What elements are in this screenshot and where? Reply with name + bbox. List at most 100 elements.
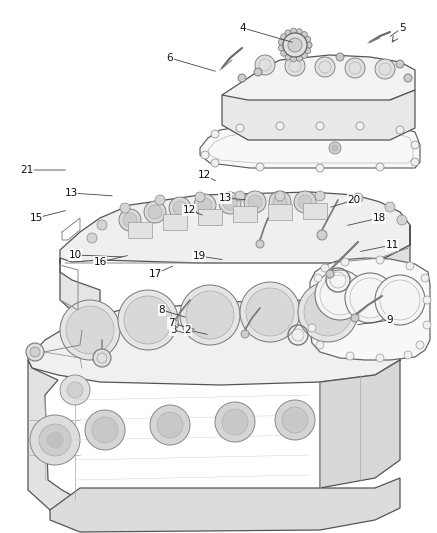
Circle shape bbox=[317, 230, 327, 240]
Circle shape bbox=[275, 191, 285, 201]
Polygon shape bbox=[310, 258, 430, 360]
Circle shape bbox=[256, 240, 264, 248]
Circle shape bbox=[256, 163, 264, 171]
Circle shape bbox=[246, 288, 294, 336]
Circle shape bbox=[423, 296, 431, 304]
Circle shape bbox=[171, 320, 179, 328]
Text: 16: 16 bbox=[94, 257, 107, 267]
Circle shape bbox=[194, 194, 216, 216]
Bar bbox=[198, 209, 222, 225]
Circle shape bbox=[255, 55, 275, 75]
Circle shape bbox=[150, 405, 190, 445]
Circle shape bbox=[278, 39, 284, 45]
Circle shape bbox=[60, 375, 90, 405]
Circle shape bbox=[269, 191, 291, 213]
Circle shape bbox=[157, 412, 183, 438]
Circle shape bbox=[223, 196, 237, 210]
Polygon shape bbox=[60, 258, 100, 325]
Circle shape bbox=[240, 282, 300, 342]
Text: 4: 4 bbox=[239, 23, 246, 33]
Circle shape bbox=[124, 296, 172, 344]
Circle shape bbox=[411, 158, 419, 166]
Circle shape bbox=[306, 42, 312, 48]
Circle shape bbox=[30, 347, 40, 357]
Circle shape bbox=[285, 56, 305, 76]
Circle shape bbox=[341, 258, 349, 266]
Circle shape bbox=[285, 54, 291, 60]
Bar bbox=[268, 204, 292, 220]
Circle shape bbox=[169, 197, 191, 219]
Circle shape bbox=[254, 68, 262, 76]
Circle shape bbox=[315, 191, 325, 201]
Circle shape bbox=[406, 262, 414, 270]
Circle shape bbox=[67, 382, 83, 398]
Circle shape bbox=[60, 300, 120, 360]
Circle shape bbox=[283, 33, 307, 57]
Text: 17: 17 bbox=[149, 269, 162, 279]
Circle shape bbox=[155, 195, 165, 205]
Circle shape bbox=[195, 192, 205, 202]
Circle shape bbox=[376, 163, 384, 171]
Circle shape bbox=[336, 53, 344, 61]
Polygon shape bbox=[60, 192, 410, 263]
Circle shape bbox=[215, 402, 255, 442]
Circle shape bbox=[282, 407, 308, 433]
Circle shape bbox=[39, 424, 71, 456]
Circle shape bbox=[332, 145, 338, 151]
Circle shape bbox=[396, 126, 404, 134]
Circle shape bbox=[326, 270, 334, 278]
Circle shape bbox=[120, 203, 130, 213]
Circle shape bbox=[26, 343, 44, 361]
Circle shape bbox=[281, 50, 287, 56]
Circle shape bbox=[294, 191, 316, 213]
Circle shape bbox=[404, 74, 412, 82]
Circle shape bbox=[298, 195, 312, 209]
Circle shape bbox=[288, 38, 302, 52]
Circle shape bbox=[375, 275, 425, 325]
Circle shape bbox=[275, 400, 315, 440]
Circle shape bbox=[219, 192, 241, 214]
Bar bbox=[128, 222, 152, 238]
Text: 8: 8 bbox=[159, 305, 165, 315]
Circle shape bbox=[92, 417, 118, 443]
Circle shape bbox=[423, 321, 431, 329]
Polygon shape bbox=[200, 126, 420, 168]
Circle shape bbox=[306, 42, 312, 48]
Circle shape bbox=[314, 274, 322, 282]
Bar bbox=[233, 206, 257, 222]
Text: 6: 6 bbox=[166, 53, 173, 63]
Circle shape bbox=[329, 142, 341, 154]
Circle shape bbox=[119, 209, 141, 231]
Polygon shape bbox=[222, 55, 415, 110]
Circle shape bbox=[273, 195, 287, 209]
Circle shape bbox=[376, 256, 384, 264]
Circle shape bbox=[302, 52, 307, 59]
Circle shape bbox=[316, 164, 324, 172]
Polygon shape bbox=[28, 360, 80, 520]
Circle shape bbox=[148, 205, 162, 219]
Circle shape bbox=[298, 282, 358, 342]
Circle shape bbox=[291, 56, 297, 62]
Polygon shape bbox=[320, 330, 400, 488]
Circle shape bbox=[87, 233, 97, 243]
Circle shape bbox=[186, 291, 234, 339]
Circle shape bbox=[397, 215, 407, 225]
Circle shape bbox=[356, 122, 364, 130]
Text: 12: 12 bbox=[182, 205, 196, 215]
Text: 3: 3 bbox=[170, 325, 176, 335]
Circle shape bbox=[241, 330, 249, 338]
Text: 21: 21 bbox=[21, 165, 34, 175]
Circle shape bbox=[351, 314, 359, 322]
Text: 15: 15 bbox=[29, 213, 43, 223]
Circle shape bbox=[416, 341, 424, 349]
Circle shape bbox=[285, 30, 291, 36]
Circle shape bbox=[396, 60, 404, 68]
Text: 13: 13 bbox=[218, 193, 232, 203]
Text: 12: 12 bbox=[198, 170, 211, 180]
Text: 9: 9 bbox=[387, 315, 393, 325]
Text: 20: 20 bbox=[347, 195, 361, 205]
Circle shape bbox=[180, 285, 240, 345]
Circle shape bbox=[244, 191, 266, 213]
Circle shape bbox=[315, 57, 335, 77]
Circle shape bbox=[173, 201, 187, 215]
